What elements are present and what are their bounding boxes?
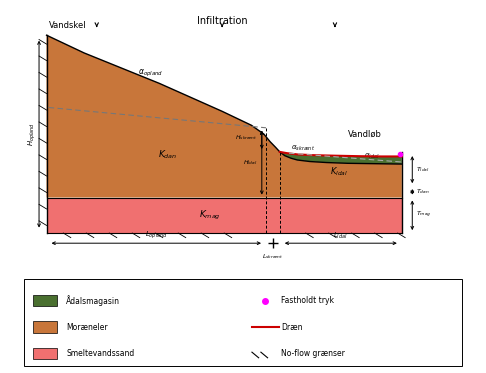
Text: Ådalsmagasin: Ådalsmagasin xyxy=(67,295,121,306)
Text: No-flow grænser: No-flow grænser xyxy=(281,349,345,358)
Text: H$_{opland}$: H$_{opland}$ xyxy=(26,122,38,146)
Text: Fastholdt tryk: Fastholdt tryk xyxy=(281,297,334,305)
FancyBboxPatch shape xyxy=(33,295,57,307)
Text: Infiltration: Infiltration xyxy=(197,16,247,26)
Polygon shape xyxy=(47,198,402,233)
Text: L$_{skrænt}$: L$_{skrænt}$ xyxy=(262,252,283,261)
Text: α$_{skrænt}$: α$_{skrænt}$ xyxy=(291,144,315,153)
Text: Moræneler: Moræneler xyxy=(67,323,108,332)
Text: L$_{ldal}$: L$_{ldal}$ xyxy=(333,231,348,241)
Polygon shape xyxy=(280,152,402,164)
Text: Dræn: Dræn xyxy=(281,323,302,332)
Text: H$_{ldal}$: H$_{ldal}$ xyxy=(243,158,258,167)
Text: K$_{dan}$: K$_{dan}$ xyxy=(158,148,177,161)
Text: K$_{mag}$: K$_{mag}$ xyxy=(199,209,221,222)
Text: α$_{ldal}$: α$_{ldal}$ xyxy=(364,152,380,161)
Text: α$_{opland}$: α$_{opland}$ xyxy=(139,68,164,79)
Text: Smeltevandssand: Smeltevandssand xyxy=(67,349,135,358)
Text: Vandskel: Vandskel xyxy=(49,21,87,29)
FancyBboxPatch shape xyxy=(33,321,57,333)
FancyBboxPatch shape xyxy=(33,348,57,359)
Text: T$_{dan}$: T$_{dan}$ xyxy=(416,187,430,196)
Text: L$_{opland}$: L$_{opland}$ xyxy=(145,230,168,241)
Text: K$_{ldal}$: K$_{ldal}$ xyxy=(330,166,348,178)
Text: Vandløb: Vandløb xyxy=(347,130,382,139)
FancyBboxPatch shape xyxy=(24,279,462,366)
Text: T$_{ldal}$: T$_{ldal}$ xyxy=(416,165,429,174)
Text: T$_{mag}$: T$_{mag}$ xyxy=(416,210,431,220)
Text: H$_{skrænt}$: H$_{skrænt}$ xyxy=(235,133,258,142)
Polygon shape xyxy=(47,35,402,198)
